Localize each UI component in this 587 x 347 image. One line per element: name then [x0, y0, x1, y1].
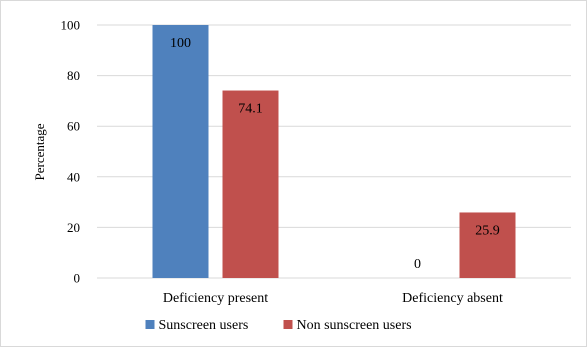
legend-swatch — [283, 320, 293, 329]
legend-label: Non sunscreen users — [297, 318, 412, 333]
legend-swatch — [145, 320, 155, 329]
bar — [222, 90, 279, 278]
y-axis-ticks: 0 20 40 60 80 100 — [61, 18, 81, 286]
y-tick-label: 40 — [67, 169, 80, 184]
bar — [152, 25, 209, 278]
x-category-label: Deficiency present — [163, 291, 268, 306]
y-tick-label: 0 — [74, 271, 81, 286]
x-axis-categories: Deficiency present Deficiency absent — [163, 291, 503, 306]
data-label: 0 — [414, 257, 421, 272]
bar — [459, 212, 516, 278]
data-label: 100 — [170, 36, 191, 51]
x-category-label: Deficiency absent — [402, 291, 503, 306]
y-tick-label: 60 — [67, 119, 80, 134]
data-labels: 100 74.1 0 25.9 — [170, 36, 500, 272]
y-tick-label: 100 — [61, 18, 81, 33]
legend: Sunscreen users Non sunscreen users — [145, 318, 412, 333]
y-axis-label: Percentage — [32, 123, 47, 180]
bars — [152, 25, 516, 278]
data-label: 25.9 — [475, 223, 500, 238]
data-label: 74.1 — [238, 102, 263, 117]
y-tick-label: 20 — [67, 220, 80, 235]
legend-label: Sunscreen users — [159, 318, 249, 333]
y-tick-label: 80 — [67, 68, 80, 83]
